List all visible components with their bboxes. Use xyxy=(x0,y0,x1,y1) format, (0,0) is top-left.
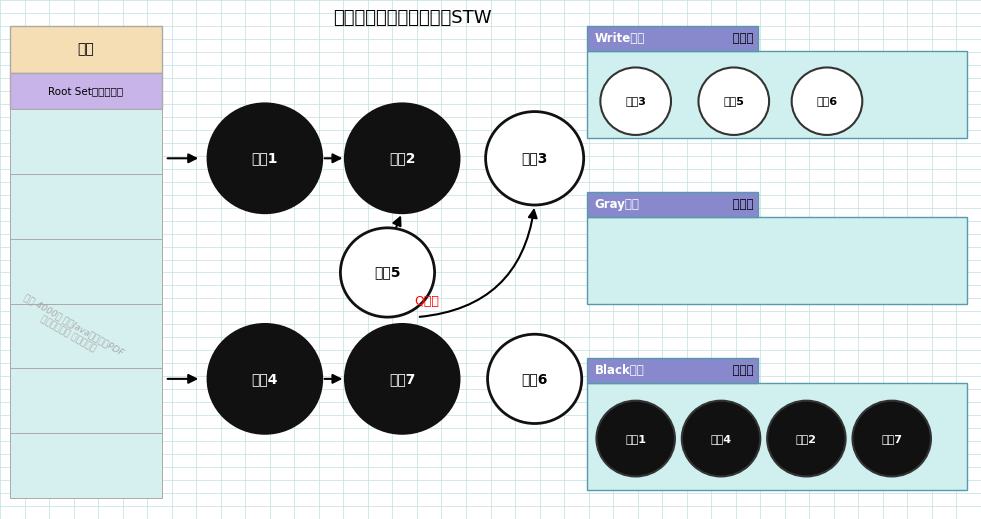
Text: 对傃5: 对傃5 xyxy=(374,266,401,279)
Text: 标记表: 标记表 xyxy=(725,32,753,45)
Text: Gray灰色: Gray灰色 xyxy=(594,198,640,211)
Text: 对傃7: 对傃7 xyxy=(389,372,415,386)
Ellipse shape xyxy=(488,334,582,424)
Text: 对傃6: 对傃6 xyxy=(816,96,838,106)
FancyBboxPatch shape xyxy=(10,26,162,73)
Text: 标记表: 标记表 xyxy=(725,198,753,211)
Text: 对傃7: 对傃7 xyxy=(881,433,903,444)
Text: 对傃2: 对傃2 xyxy=(388,152,416,165)
Text: Write白色: Write白色 xyxy=(594,32,645,45)
Ellipse shape xyxy=(340,228,435,317)
FancyBboxPatch shape xyxy=(10,73,162,109)
Text: 对傃5: 对傃5 xyxy=(723,96,745,106)
Text: 对傃3: 对傃3 xyxy=(625,96,646,106)
FancyBboxPatch shape xyxy=(10,368,162,433)
FancyBboxPatch shape xyxy=(587,358,758,383)
Text: Black黑色: Black黑色 xyxy=(594,364,645,377)
Text: 如果三色标记过程不启动STW: 如果三色标记过程不启动STW xyxy=(333,9,491,27)
Text: 对傃4: 对傃4 xyxy=(251,372,279,386)
Text: 程序: 程序 xyxy=(77,43,94,56)
Ellipse shape xyxy=(682,401,760,476)
FancyBboxPatch shape xyxy=(10,304,162,368)
FancyBboxPatch shape xyxy=(587,217,967,304)
Text: 对傃3: 对傃3 xyxy=(522,152,547,165)
Ellipse shape xyxy=(208,104,322,213)
Text: Q指针: Q指针 xyxy=(414,294,439,308)
Ellipse shape xyxy=(698,67,769,135)
Ellipse shape xyxy=(345,104,459,213)
Ellipse shape xyxy=(852,401,931,476)
Ellipse shape xyxy=(792,67,862,135)
FancyBboxPatch shape xyxy=(587,26,758,51)
Text: 对傃1: 对傃1 xyxy=(625,433,646,444)
Ellipse shape xyxy=(345,324,459,433)
Text: 对傃1: 对傃1 xyxy=(251,152,279,165)
Text: 领取 4000页 尼恩Java面试宝典PDF
关注公众号： 技术自由圈: 领取 4000页 尼恩Java面试宝典PDF 关注公众号： 技术自由圈 xyxy=(17,293,125,366)
FancyBboxPatch shape xyxy=(10,433,162,498)
Text: 对傃4: 对傃4 xyxy=(710,433,732,444)
FancyBboxPatch shape xyxy=(587,192,758,217)
Ellipse shape xyxy=(486,112,584,205)
FancyBboxPatch shape xyxy=(10,109,162,174)
FancyBboxPatch shape xyxy=(587,383,967,490)
Ellipse shape xyxy=(767,401,846,476)
Ellipse shape xyxy=(600,67,671,135)
Ellipse shape xyxy=(208,324,322,433)
Ellipse shape xyxy=(596,401,675,476)
Text: Root Set根节点集合: Root Set根节点集合 xyxy=(48,86,124,96)
FancyBboxPatch shape xyxy=(10,239,162,304)
Text: 对傃6: 对傃6 xyxy=(522,372,547,386)
Text: 标记表: 标记表 xyxy=(725,364,753,377)
FancyBboxPatch shape xyxy=(587,51,967,138)
FancyBboxPatch shape xyxy=(10,174,162,239)
Text: 对傃2: 对傃2 xyxy=(796,433,817,444)
